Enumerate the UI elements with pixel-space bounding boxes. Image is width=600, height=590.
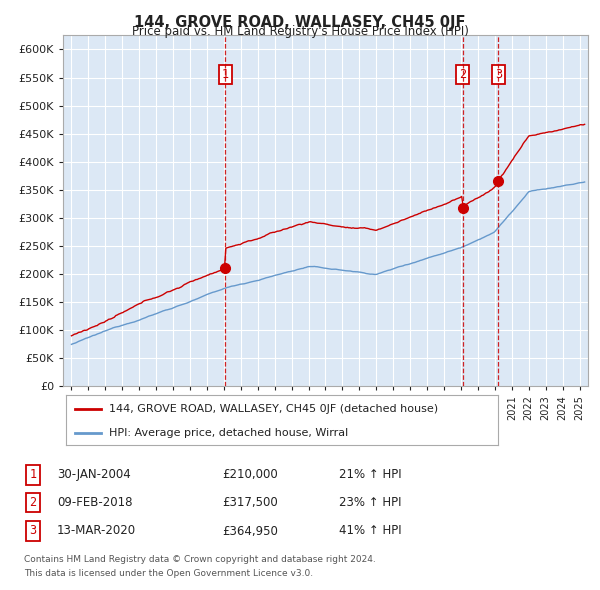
Text: 30-JAN-2004: 30-JAN-2004 — [57, 468, 131, 481]
Text: Price paid vs. HM Land Registry's House Price Index (HPI): Price paid vs. HM Land Registry's House … — [131, 25, 469, 38]
Text: 1: 1 — [29, 468, 37, 481]
Text: £364,950: £364,950 — [222, 525, 278, 537]
Text: £317,500: £317,500 — [222, 496, 278, 509]
Text: This data is licensed under the Open Government Licence v3.0.: This data is licensed under the Open Gov… — [24, 569, 313, 578]
Text: £210,000: £210,000 — [222, 468, 278, 481]
Text: 3: 3 — [29, 525, 37, 537]
Text: 21% ↑ HPI: 21% ↑ HPI — [339, 468, 401, 481]
Text: 41% ↑ HPI: 41% ↑ HPI — [339, 525, 401, 537]
Text: 3: 3 — [494, 68, 502, 81]
Text: 23% ↑ HPI: 23% ↑ HPI — [339, 496, 401, 509]
Text: 2: 2 — [29, 496, 37, 509]
Text: 09-FEB-2018: 09-FEB-2018 — [57, 496, 133, 509]
Text: 144, GROVE ROAD, WALLASEY, CH45 0JF (detached house): 144, GROVE ROAD, WALLASEY, CH45 0JF (det… — [109, 404, 439, 414]
Text: 1: 1 — [221, 68, 229, 81]
Text: Contains HM Land Registry data © Crown copyright and database right 2024.: Contains HM Land Registry data © Crown c… — [24, 555, 376, 564]
Text: 13-MAR-2020: 13-MAR-2020 — [57, 525, 136, 537]
Text: 2: 2 — [459, 68, 466, 81]
Text: 144, GROVE ROAD, WALLASEY, CH45 0JF: 144, GROVE ROAD, WALLASEY, CH45 0JF — [134, 15, 466, 30]
Text: HPI: Average price, detached house, Wirral: HPI: Average price, detached house, Wirr… — [109, 428, 349, 438]
